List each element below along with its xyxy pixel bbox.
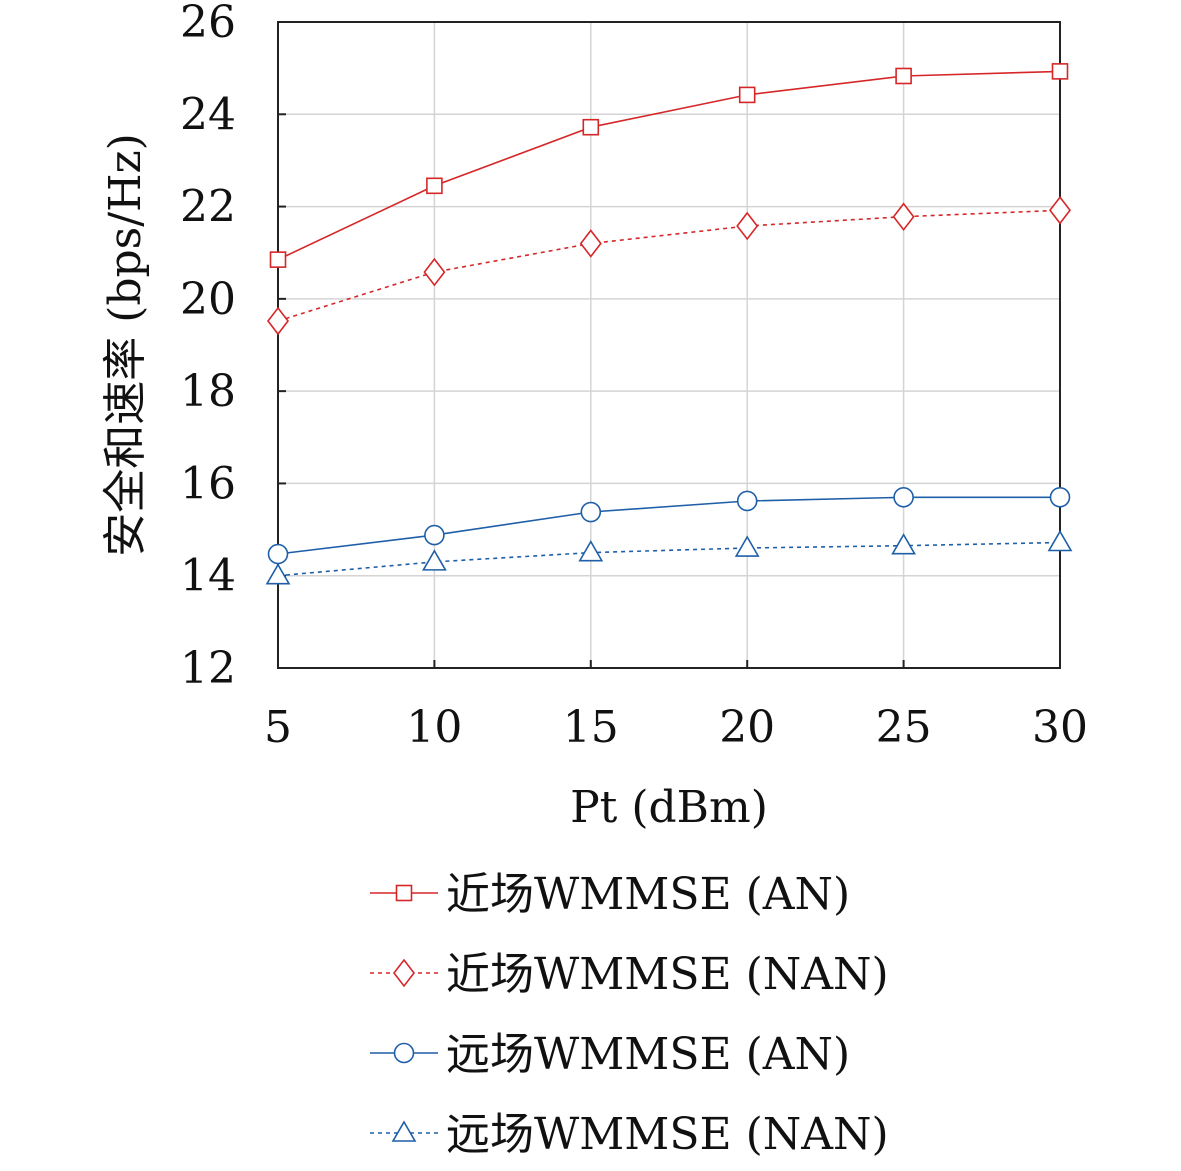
legend: 近场WMMSE (AN) 近场WMMSE (NAN) 远场WMMSE (AN) 远场W… <box>370 869 889 1160</box>
data-point-marker <box>892 202 915 232</box>
x-tick-label: 10 <box>406 702 462 753</box>
data-point-marker <box>265 563 291 585</box>
x-tick-label: 25 <box>876 702 932 753</box>
data-point-marker <box>891 533 916 555</box>
data-point-marker <box>426 177 443 195</box>
x-tick-label: 15 <box>563 702 619 753</box>
data-point-marker <box>269 251 287 268</box>
legend-entry-label: 远场WMMSE (AN) <box>446 1029 850 1080</box>
data-point-marker <box>895 67 912 85</box>
data-point-marker <box>266 306 290 336</box>
data-point-marker <box>423 257 446 287</box>
data-point-marker <box>582 118 600 136</box>
series-lines <box>265 63 1073 585</box>
data-point-marker <box>736 490 758 512</box>
y-tick-label: 18 <box>180 366 236 417</box>
tick-labels: 5 10 15 20 25 30 12 14 16 18 20 22 24 26 <box>180 0 1088 753</box>
y-tick-label: 14 <box>180 551 236 602</box>
series-line-3 <box>277 496 1060 555</box>
data-point-marker <box>736 211 759 241</box>
data-point-marker <box>580 501 602 523</box>
legend-marker <box>395 884 413 902</box>
y-tick-label: 16 <box>180 458 236 509</box>
data-point-marker <box>893 486 914 508</box>
y-axis-label: 安全和速率 (bps/Hz) <box>100 133 151 557</box>
data-point-marker <box>578 540 604 562</box>
y-tick-label: 24 <box>180 89 236 140</box>
x-axis-label: Pt (dBm) <box>570 782 768 833</box>
series-line-2 <box>277 209 1061 322</box>
plot-frame <box>277 21 1061 669</box>
data-point-marker <box>267 543 289 565</box>
legend-marker <box>392 958 416 988</box>
grid <box>277 21 1061 669</box>
x-tick-label: 30 <box>1032 702 1088 753</box>
data-point-marker <box>734 535 760 557</box>
data-point-marker <box>738 86 756 104</box>
data-point-marker <box>1048 195 1072 225</box>
data-point-marker <box>1049 486 1071 508</box>
series-line-1 <box>277 70 1061 261</box>
series-line-4 <box>277 541 1061 577</box>
legend-entry-label: 远场WMMSE (NAN) <box>446 1109 889 1160</box>
data-point-marker <box>424 524 445 546</box>
y-tick-label: 20 <box>180 274 236 325</box>
x-tick-label: 5 <box>264 702 292 753</box>
legend-entry-label: 近场WMMSE (AN) <box>446 869 850 920</box>
x-tick-label: 20 <box>719 702 775 753</box>
y-tick-label: 26 <box>180 0 236 48</box>
data-point-marker <box>1051 63 1069 80</box>
data-point-marker <box>422 549 447 571</box>
legend-entry-label: 近场WMMSE (NAN) <box>446 949 889 1000</box>
y-tick-label: 12 <box>180 643 236 694</box>
y-tick-label: 22 <box>180 182 236 233</box>
data-point-marker <box>1047 529 1073 552</box>
legend-marker <box>391 1120 417 1142</box>
data-point-marker <box>579 229 602 258</box>
legend-marker <box>393 1042 415 1064</box>
